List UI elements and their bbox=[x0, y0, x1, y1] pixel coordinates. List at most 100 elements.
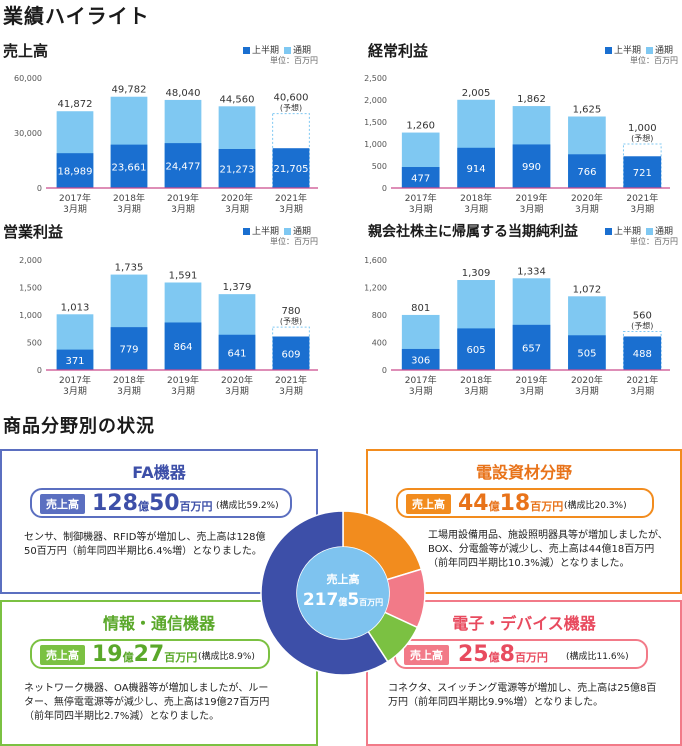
sales-tag: 売上高 bbox=[404, 645, 449, 665]
data-label-full-year: 48,040 bbox=[166, 88, 201, 99]
data-label-first-half: 641 bbox=[227, 348, 246, 359]
segment-box-electronics: 電子・デバイス機器 売上高 25億8百万円 (構成比11.6%) コネクタ、スイ… bbox=[366, 600, 682, 746]
sales-pill-fa: 売上高 128億50百万円 (構成比59.2%) bbox=[30, 488, 292, 518]
unit-label: 単位：百万円 bbox=[630, 56, 678, 65]
x-tick-label: 3月期 bbox=[630, 386, 654, 397]
x-tick-label: 2017年 bbox=[59, 192, 91, 204]
bar-first-half bbox=[110, 144, 148, 188]
data-label-first-half: 371 bbox=[65, 356, 84, 367]
data-label-full-year: 1,862 bbox=[517, 94, 546, 105]
pie-center-label: 売上高 bbox=[327, 572, 360, 586]
y-tick-label: 0 bbox=[37, 366, 42, 375]
segment-box-fa: FA機器 売上高 128億50百万円 (構成比59.2%) センサ、制御機器、R… bbox=[0, 449, 318, 594]
x-tick-label: 2019年 bbox=[167, 374, 199, 386]
data-label-first-half: 609 bbox=[281, 349, 300, 360]
y-tick-label: 1,500 bbox=[19, 284, 42, 293]
y-tick-label: 2,500 bbox=[364, 74, 387, 83]
bar-first-half bbox=[623, 336, 662, 370]
data-label-full-year: 780 bbox=[281, 306, 300, 317]
x-tick-label: 3月期 bbox=[409, 386, 433, 397]
y-tick-label: 1,000 bbox=[19, 311, 42, 320]
unit-label: 単位：百万円 bbox=[270, 56, 318, 65]
data-label-full-year: 560 bbox=[633, 311, 652, 322]
unit-label: 単位：百万円 bbox=[630, 237, 678, 246]
data-label-full-year: 40,600 bbox=[274, 93, 309, 104]
bar-first-half bbox=[457, 328, 495, 370]
bar-first-half bbox=[512, 144, 551, 188]
segment-title-fa: FA機器 bbox=[132, 463, 186, 482]
segment-desc-info: ネットワーク機器、OA機器等が増加しましたが、ルーター、無停電電源等が減少し、売… bbox=[24, 683, 270, 722]
bar-first-half bbox=[401, 167, 440, 188]
segment-title-electronics: 電子・デバイス機器 bbox=[452, 614, 596, 633]
sales-tag: 売上高 bbox=[40, 494, 85, 514]
chart-sales: 60,00030,000041,87218,9892017年3月期49,7822… bbox=[14, 74, 318, 215]
data-label-full-year: 1,735 bbox=[115, 263, 144, 274]
section-title-segments: 商品分野別の状況 bbox=[3, 416, 155, 437]
y-tick-label: 0 bbox=[37, 184, 42, 193]
chart-title-operating-profit: 営業利益 bbox=[3, 223, 64, 241]
x-tick-label: 3月期 bbox=[279, 386, 303, 397]
data-label-first-half: 23,661 bbox=[112, 162, 147, 173]
y-tick-label: 1,500 bbox=[364, 118, 387, 127]
y-tick-label: 1,200 bbox=[364, 284, 387, 293]
forecast-label: (予想) bbox=[280, 103, 302, 113]
bar-first-half bbox=[568, 335, 606, 370]
data-label-full-year: 1,013 bbox=[61, 302, 90, 313]
sales-amount: 19億27百万円 bbox=[92, 642, 198, 667]
segment-box-denshizai: 電設資材分野 売上高 44億18百万円 (構成比20.3%) 工場用設備用品、施… bbox=[366, 449, 682, 594]
unit-label: 単位：百万円 bbox=[270, 237, 318, 246]
data-label-first-half: 605 bbox=[467, 345, 486, 356]
chart-title-sales: 売上高 bbox=[3, 42, 49, 60]
pie-center-value: 217億5百万円 bbox=[303, 590, 383, 610]
x-tick-label: 3月期 bbox=[117, 204, 141, 215]
bar-first-half bbox=[164, 322, 202, 370]
chart-legend: 上半期 通期 bbox=[238, 224, 311, 237]
data-label-full-year: 1,000 bbox=[628, 123, 657, 134]
x-tick-label: 3月期 bbox=[409, 204, 433, 215]
chart-operating-profit: 2,0001,5001,00050001,0133712017年3月期1,735… bbox=[19, 256, 318, 397]
y-tick-label: 800 bbox=[372, 311, 387, 320]
data-label-full-year: 1,625 bbox=[573, 105, 602, 116]
data-label-first-half: 21,273 bbox=[220, 164, 255, 175]
data-label-full-year: 1,309 bbox=[462, 268, 491, 279]
data-label-first-half: 990 bbox=[522, 162, 541, 173]
data-label-first-half: 488 bbox=[633, 349, 652, 360]
data-label-first-half: 477 bbox=[411, 174, 430, 185]
y-tick-label: 30,000 bbox=[14, 129, 42, 138]
x-tick-label: 3月期 bbox=[225, 204, 249, 215]
data-label-first-half: 306 bbox=[411, 355, 430, 366]
data-label-first-half: 657 bbox=[522, 343, 541, 354]
y-tick-label: 400 bbox=[372, 339, 387, 348]
segment-pie-chart: 売上高 217億5百万円 bbox=[260, 510, 426, 676]
x-tick-label: 2021年 bbox=[626, 374, 658, 386]
data-label-first-half: 721 bbox=[633, 168, 652, 179]
chart-legend: 上半期 通期 bbox=[600, 43, 673, 56]
data-label-full-year: 1,334 bbox=[517, 266, 546, 277]
sales-amount: 25億8百万円 bbox=[458, 642, 548, 667]
data-label-full-year: 1,260 bbox=[406, 121, 435, 132]
x-tick-label: 3月期 bbox=[464, 204, 488, 215]
x-tick-label: 3月期 bbox=[520, 386, 544, 397]
bar-first-half bbox=[218, 148, 256, 188]
data-label-full-year: 1,591 bbox=[169, 270, 198, 281]
x-tick-label: 2019年 bbox=[167, 192, 199, 204]
segment-box-info: 情報・通信機器 売上高 19億27百万円 (構成比8.9%) ネットワーク機器、… bbox=[0, 600, 318, 746]
data-label-first-half: 864 bbox=[173, 342, 192, 353]
segment-desc-electronics: コネクタ、スイッチング電源等が増加し、売上高は25億8百万円（前年同四半期比9.… bbox=[388, 683, 657, 708]
share-ratio: (構成比59.2%) bbox=[216, 501, 279, 511]
bar-first-half bbox=[512, 324, 551, 370]
segment-desc-denshizai: 工場用設備用品、施設照明器具等が増加しましたが、BOX、分電盤等が減少し、売上高… bbox=[428, 530, 668, 569]
x-tick-label: 3月期 bbox=[464, 386, 488, 397]
y-tick-label: 500 bbox=[27, 339, 42, 348]
bar-first-half bbox=[164, 143, 202, 188]
y-tick-label: 2,000 bbox=[19, 256, 42, 265]
share-ratio: (構成比11.6%) bbox=[566, 652, 629, 662]
bar-first-half bbox=[272, 336, 310, 370]
data-label-first-half: 766 bbox=[577, 167, 596, 178]
bar-first-half bbox=[568, 154, 606, 188]
bar-first-half bbox=[623, 156, 662, 188]
x-tick-label: 2020年 bbox=[571, 374, 603, 386]
chart-ordinary-profit: 2,5002,0001,5001,00050001,2604772017年3月期… bbox=[364, 74, 670, 215]
pie-center bbox=[297, 547, 389, 639]
data-label-full-year: 41,872 bbox=[58, 99, 93, 110]
